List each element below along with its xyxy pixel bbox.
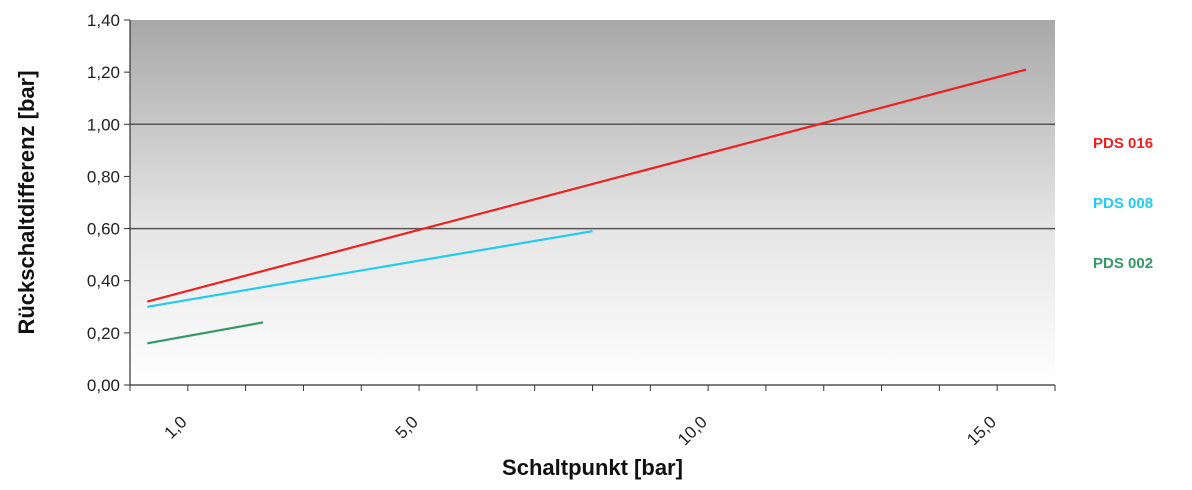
- y-tick-label: 0,00: [87, 376, 120, 395]
- x-tick-label: 1,0: [160, 412, 190, 442]
- y-tick-label: 0,80: [87, 167, 120, 186]
- series-line: [147, 321, 264, 345]
- legend-entry: PDS 016: [1093, 135, 1153, 152]
- x-tick-label: 5,0: [392, 412, 422, 442]
- legend-entry: PDS 008: [1093, 195, 1153, 212]
- y-tick-label: 0,40: [87, 272, 120, 291]
- legend-entry: PDS 002: [1093, 255, 1153, 272]
- y-tick-label: 1,40: [87, 11, 120, 30]
- x-axis-title: Schaltpunkt [bar]: [502, 455, 683, 480]
- gridlines: [130, 123, 1055, 230]
- data-series: [147, 68, 1027, 345]
- y-axis-title: Rückschaltdifferenz [bar]: [14, 70, 39, 334]
- y-tick-label: 1,00: [87, 115, 120, 134]
- y-tick-label: 1,20: [87, 63, 120, 82]
- series-line: [147, 230, 593, 308]
- plot-area: [130, 20, 1055, 385]
- series-line: [147, 68, 1027, 303]
- y-tick-label: 0,20: [87, 324, 120, 343]
- x-tick-label: 10,0: [674, 412, 711, 449]
- legend: PDS 016 PDS 008 PDS 002: [1093, 135, 1153, 272]
- y-tick-label: 0,60: [87, 220, 120, 239]
- x-tick-label: 15,0: [963, 412, 1000, 449]
